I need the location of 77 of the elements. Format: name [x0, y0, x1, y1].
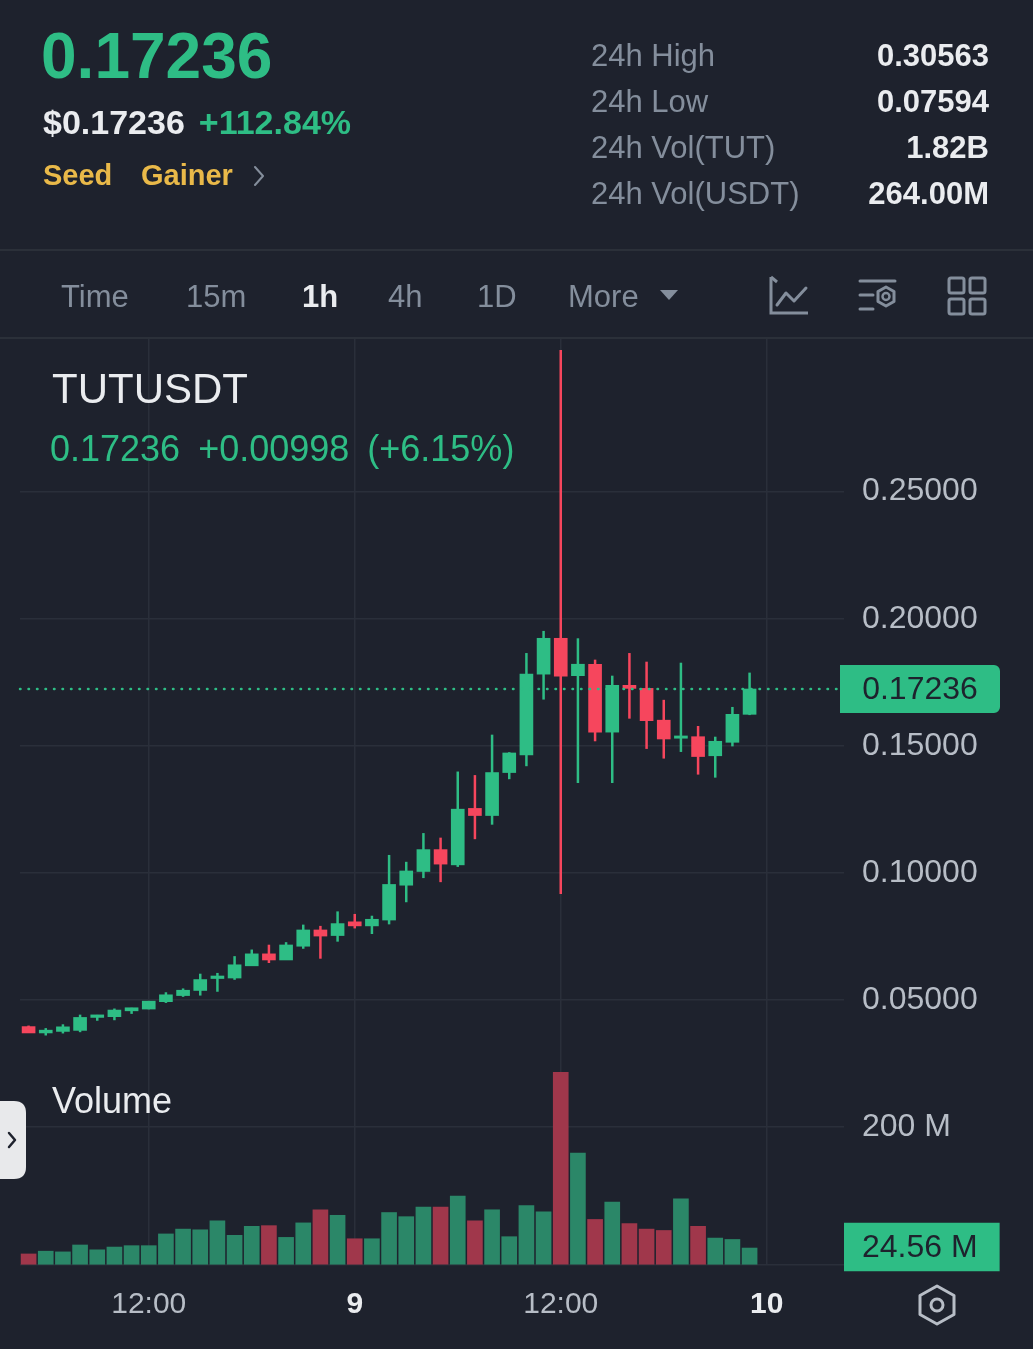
candlestick: [330, 910, 345, 943]
candlestick: [296, 923, 311, 951]
bar: [621, 1223, 638, 1265]
candlestick: [227, 954, 242, 982]
bar: [741, 1247, 758, 1265]
candlestick: [416, 831, 431, 880]
y-tick-label: 0.10000: [862, 852, 978, 889]
bar: [346, 1238, 363, 1265]
text: TUTUSDT: [52, 365, 248, 412]
x-tick-label: 9: [346, 1286, 364, 1320]
bar: [432, 1206, 449, 1265]
y-tick-label: 24.56 M: [862, 1227, 978, 1264]
bar: [535, 1211, 552, 1265]
bar: [123, 1245, 140, 1265]
text: 24h Low: [591, 84, 709, 119]
bar: [655, 1230, 672, 1265]
bar: [312, 1209, 329, 1265]
text: 0.07594: [876, 84, 989, 119]
bar: [449, 1195, 466, 1265]
text: 24h Vol(TUT): [591, 130, 776, 165]
bar: [243, 1226, 260, 1265]
text: 1D: [477, 279, 517, 314]
bar: [20, 1253, 37, 1265]
candlestick: [622, 651, 637, 720]
bar: [415, 1206, 432, 1265]
candlestick: [656, 698, 671, 760]
candlestick: [262, 943, 276, 965]
bar: [587, 1219, 603, 1265]
bar: [467, 1220, 483, 1265]
text: 264.00M: [868, 176, 989, 211]
candlestick: [502, 750, 517, 781]
y-tick-label: 200 M: [862, 1106, 951, 1143]
y-tick-label: 0.15000: [862, 725, 978, 762]
bar: [261, 1225, 277, 1265]
bar: [106, 1246, 123, 1265]
candlestick: [365, 914, 379, 936]
bar: [518, 1205, 535, 1265]
text: 1.82B: [906, 130, 989, 165]
text: 1h: [302, 279, 339, 314]
text: 24h High: [591, 38, 716, 73]
bar: [690, 1226, 706, 1265]
x-tick-label: 12:00: [523, 1286, 599, 1320]
text: More: [568, 279, 639, 314]
bar: [552, 1072, 569, 1265]
bar: [570, 1152, 586, 1265]
text: 24h Vol(USDT): [591, 176, 800, 211]
y-tick-label: 0.05000: [862, 979, 978, 1016]
text: Time: [61, 279, 129, 314]
text: Seed: [43, 159, 113, 191]
bar: [209, 1220, 226, 1265]
bar: [724, 1239, 741, 1265]
text: 0.17236: [41, 20, 273, 92]
y-tick-label: 0.20000: [862, 598, 978, 635]
bar: [329, 1214, 346, 1265]
text: Gainer: [141, 159, 233, 191]
text: $0.17236: [43, 103, 185, 141]
text: 0.17236 +0.00998 (+6.15%): [50, 428, 515, 469]
x-tick-label: 12:00: [111, 1286, 187, 1320]
candlestick: [708, 735, 723, 779]
text: 15m: [186, 279, 247, 314]
bar: [707, 1237, 724, 1265]
bar: [604, 1201, 621, 1265]
text: Volume: [52, 1080, 173, 1121]
bar: [226, 1234, 243, 1265]
candlestick: [399, 860, 414, 904]
bar: [638, 1228, 655, 1265]
bar: [673, 1198, 689, 1265]
candlestick: [468, 773, 482, 841]
text: 4h: [388, 279, 423, 314]
candlestick: [691, 724, 705, 776]
x-tick-label: 10: [750, 1286, 784, 1320]
candlestick: [433, 836, 448, 884]
candlestick: [193, 972, 208, 997]
y-tick-label: 0.25000: [862, 471, 978, 508]
text: +112.84%: [198, 103, 352, 141]
text: 0.30563: [876, 38, 989, 73]
ref-line-label: 0.17236: [862, 669, 978, 706]
